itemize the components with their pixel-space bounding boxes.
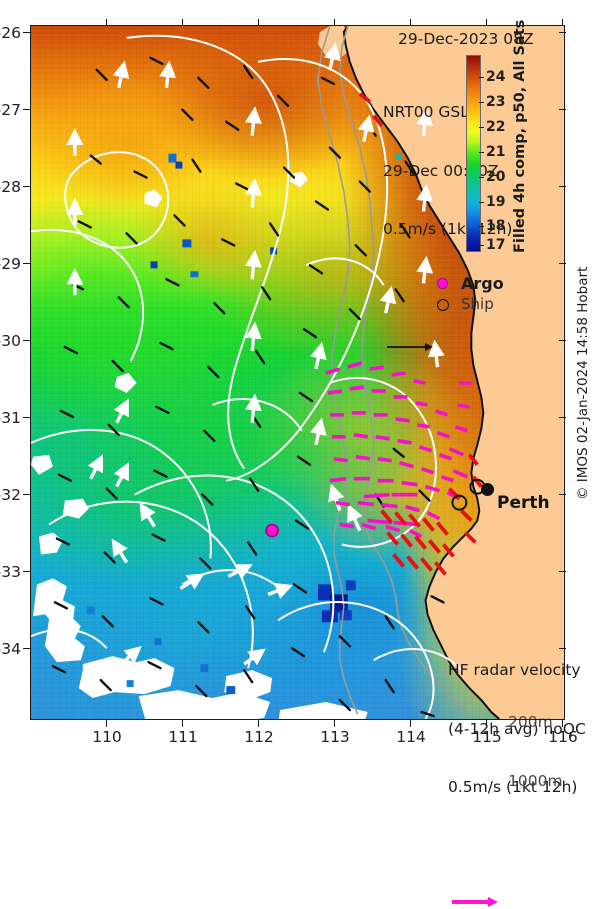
colorbar-tick-label: 24 — [486, 69, 506, 85]
colorbar-tick-label: 23 — [486, 94, 506, 110]
perth-city-marker-icon — [481, 483, 494, 496]
ship-marker-icon — [437, 299, 449, 311]
x-tick-label: 116 — [548, 728, 578, 746]
depth-label-200m: 200m — [508, 713, 553, 731]
gsl-legend-block: NRT00 GSL 29-Dec 00:00Z 0.5m/s (1kt 12h) — [383, 64, 513, 351]
hf-scale-arrow-icon — [452, 896, 498, 907]
hf-radar-vectors — [325, 92, 483, 576]
x-tick-label: 112 — [244, 728, 274, 746]
y-tick-label: -31 — [0, 409, 21, 427]
y-tick-label: -34 — [0, 640, 21, 658]
gsl-legend-line3: 0.5m/s (1kt 12h) — [383, 220, 513, 238]
argo-marker-icon — [437, 278, 448, 289]
x-tick-label: 110 — [92, 728, 122, 746]
date-stamp: 29-Dec-2023 08Z — [398, 30, 534, 48]
colorbar-tick-label: 20 — [486, 169, 506, 185]
gsl-contours — [31, 34, 463, 719]
gsl-scale-arrow-icon — [387, 342, 433, 351]
argo-float-marker[interactable] — [31, 26, 564, 719]
x-tick-label: 114 — [396, 728, 426, 746]
bathymetry-contours — [317, 26, 470, 717]
x-tick-label: 113 — [320, 728, 350, 746]
bathymetry-labels: 200m 1000m — [508, 674, 563, 830]
colorbar-tick-label: 19 — [486, 194, 506, 210]
depth-label-1000m: 1000m — [508, 771, 563, 790]
hf-legend-line2: (4-12h avg) noQC — [448, 719, 586, 738]
perth-city-label: Perth — [497, 493, 550, 513]
colorbar-tick-label: 22 — [486, 119, 506, 135]
legend-label-ship: Ship — [461, 295, 494, 313]
copyright-notice: © IMOS 02-Jan-2024 14:58 Hobart — [575, 266, 591, 500]
y-tick-label: -28 — [0, 178, 21, 196]
y-tick-label: -27 — [0, 101, 21, 119]
y-tick-label: -33 — [0, 563, 21, 581]
colorbar-tick-label: 18 — [486, 218, 506, 234]
cloud-gap-mask — [31, 171, 368, 719]
legend-label-argo: Argo — [461, 274, 504, 293]
colorbar-gradient — [466, 55, 481, 252]
colorbar-title: Filled 4h comp, p50, All Sats — [512, 19, 528, 253]
gsl-current-arrows — [66, 42, 445, 666]
colorbar-tick-label: 21 — [486, 144, 506, 160]
colorbar-tick-label: 17 — [486, 237, 506, 253]
y-tick-label: -32 — [0, 486, 21, 504]
hf-legend-line1: HF radar velocity — [448, 661, 581, 679]
x-tick-label: 111 — [168, 728, 198, 746]
x-tick-label: 115 — [472, 728, 502, 746]
figure-root: 110 111 112 113 114 115 116 -26 -27 -28 … — [0, 19, 591, 907]
y-tick-label: -29 — [0, 255, 21, 273]
y-tick-label: -26 — [0, 24, 21, 42]
y-tick-label: -30 — [0, 332, 21, 350]
